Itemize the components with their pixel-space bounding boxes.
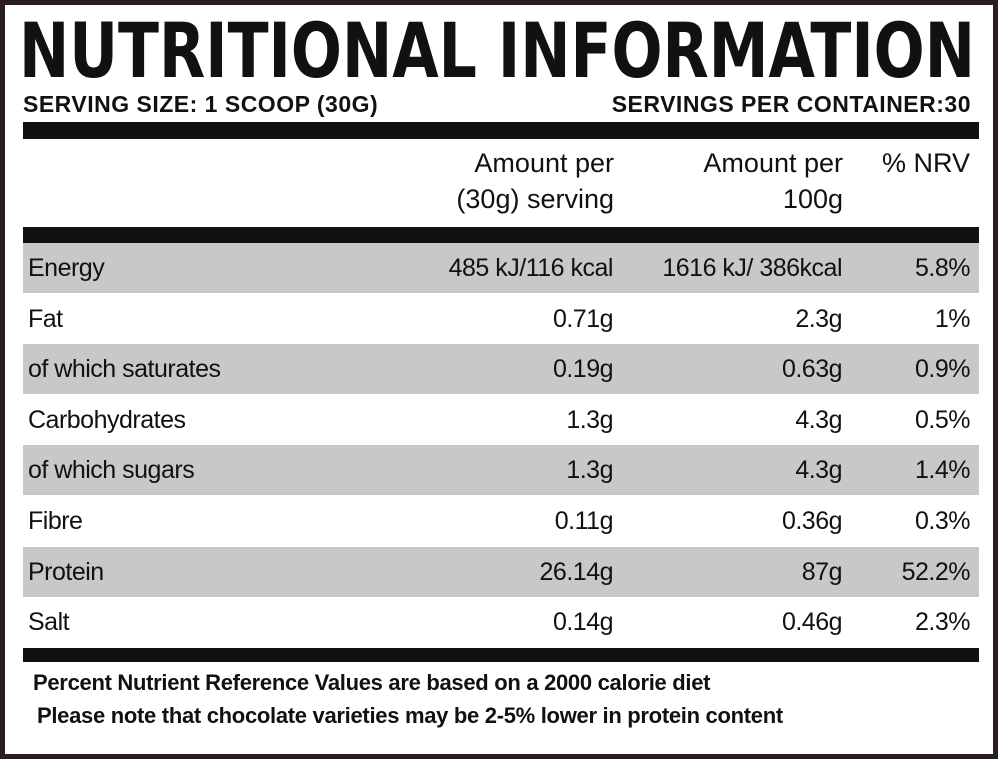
nutrient-value: 5.8% — [915, 254, 970, 282]
column-header: Amount per (30g) serving — [456, 148, 614, 214]
column-header: % NRV — [881, 148, 970, 178]
table-row: of which saturates 0.19g 0.63g 0.9% — [23, 344, 979, 395]
nutrient-value: 26.14g — [539, 557, 614, 586]
nutrient-name: Salt — [28, 608, 70, 637]
table-row: Energy 485 kJ/116 kcal 1616 kJ/ 386kcal 5.8… — [23, 243, 979, 293]
servings-per-container: SERVINGS PER CONTAINER:30 — [611, 91, 971, 117]
nutrient-value: 1.3g — [566, 456, 613, 485]
nutrient-name: of which sugars — [28, 456, 195, 485]
table-row: Fibre 0.11g 0.36g 0.3% — [23, 496, 979, 546]
nutrient-name: Fat — [28, 304, 63, 333]
nutrient-value: 52.2% — [901, 557, 971, 586]
nutrient-value: 0.36g — [781, 507, 843, 535]
title: NUTRITIONAL INFORMATION — [19, 6, 975, 89]
divider — [23, 227, 979, 243]
nutrient-value: 1616 kJ/ 386kcal — [662, 254, 842, 282]
footnote: Please note that chocolate varieties may… — [37, 703, 783, 728]
nutrient-value: 0.19g — [552, 355, 614, 384]
table-row: Carbohydrates 1.3g 4.3g 0.5% — [23, 395, 979, 445]
table-row: Fat 0.71g 2.3g 1% — [23, 294, 979, 344]
nutrient-value: 485 kJ/116 kcal — [448, 254, 614, 282]
nutrient-value: 4.3g — [795, 456, 842, 485]
nutrient-value: 0.46g — [781, 608, 843, 637]
nutrient-value: 2.3g — [795, 304, 842, 333]
nutrient-name: Fibre — [28, 507, 83, 535]
nutrient-value: 0.11g — [554, 507, 614, 535]
divider — [23, 648, 979, 662]
nutrient-name: Protein — [28, 557, 104, 586]
nutrient-value: 2.3% — [915, 608, 970, 637]
nutrient-value: 0.3% — [915, 507, 970, 535]
table-row: of which sugars 1.3g 4.3g 1.4% — [23, 445, 979, 496]
nutrient-name: of which saturates — [28, 355, 221, 384]
nutrient-value: 0.71g — [552, 304, 614, 333]
nutrient-value: 1.4% — [915, 456, 970, 485]
serving-size: SERVING SIZE: 1 SCOOP (30G) — [23, 91, 379, 117]
nutrient-value: 87g — [801, 557, 843, 586]
divider — [23, 122, 979, 139]
nutrient-value: 0.14g — [552, 608, 614, 637]
nutrient-value: 0.63g — [781, 355, 843, 384]
nutrient-value: 4.3g — [795, 405, 842, 434]
nutrient-value: 1.3g — [566, 405, 613, 434]
table-row: Salt 0.14g 0.46g 2.3% — [23, 597, 979, 647]
title-box: NUTRITIONAL INFORMATION — [19, 6, 975, 89]
table-row: Protein 26.14g 87g 52.2% — [23, 546, 979, 597]
nutrient-name: Energy — [28, 254, 105, 282]
nutrient-value: 1% — [934, 304, 971, 333]
footnote: Percent Nutrient Reference Values are ba… — [33, 670, 711, 695]
column-header: Amount per 100g — [703, 148, 843, 214]
nutrient-value: 0.5% — [915, 405, 970, 434]
nutrient-name: Carbohydrates — [28, 405, 186, 434]
nutrient-value: 0.9% — [915, 355, 970, 384]
